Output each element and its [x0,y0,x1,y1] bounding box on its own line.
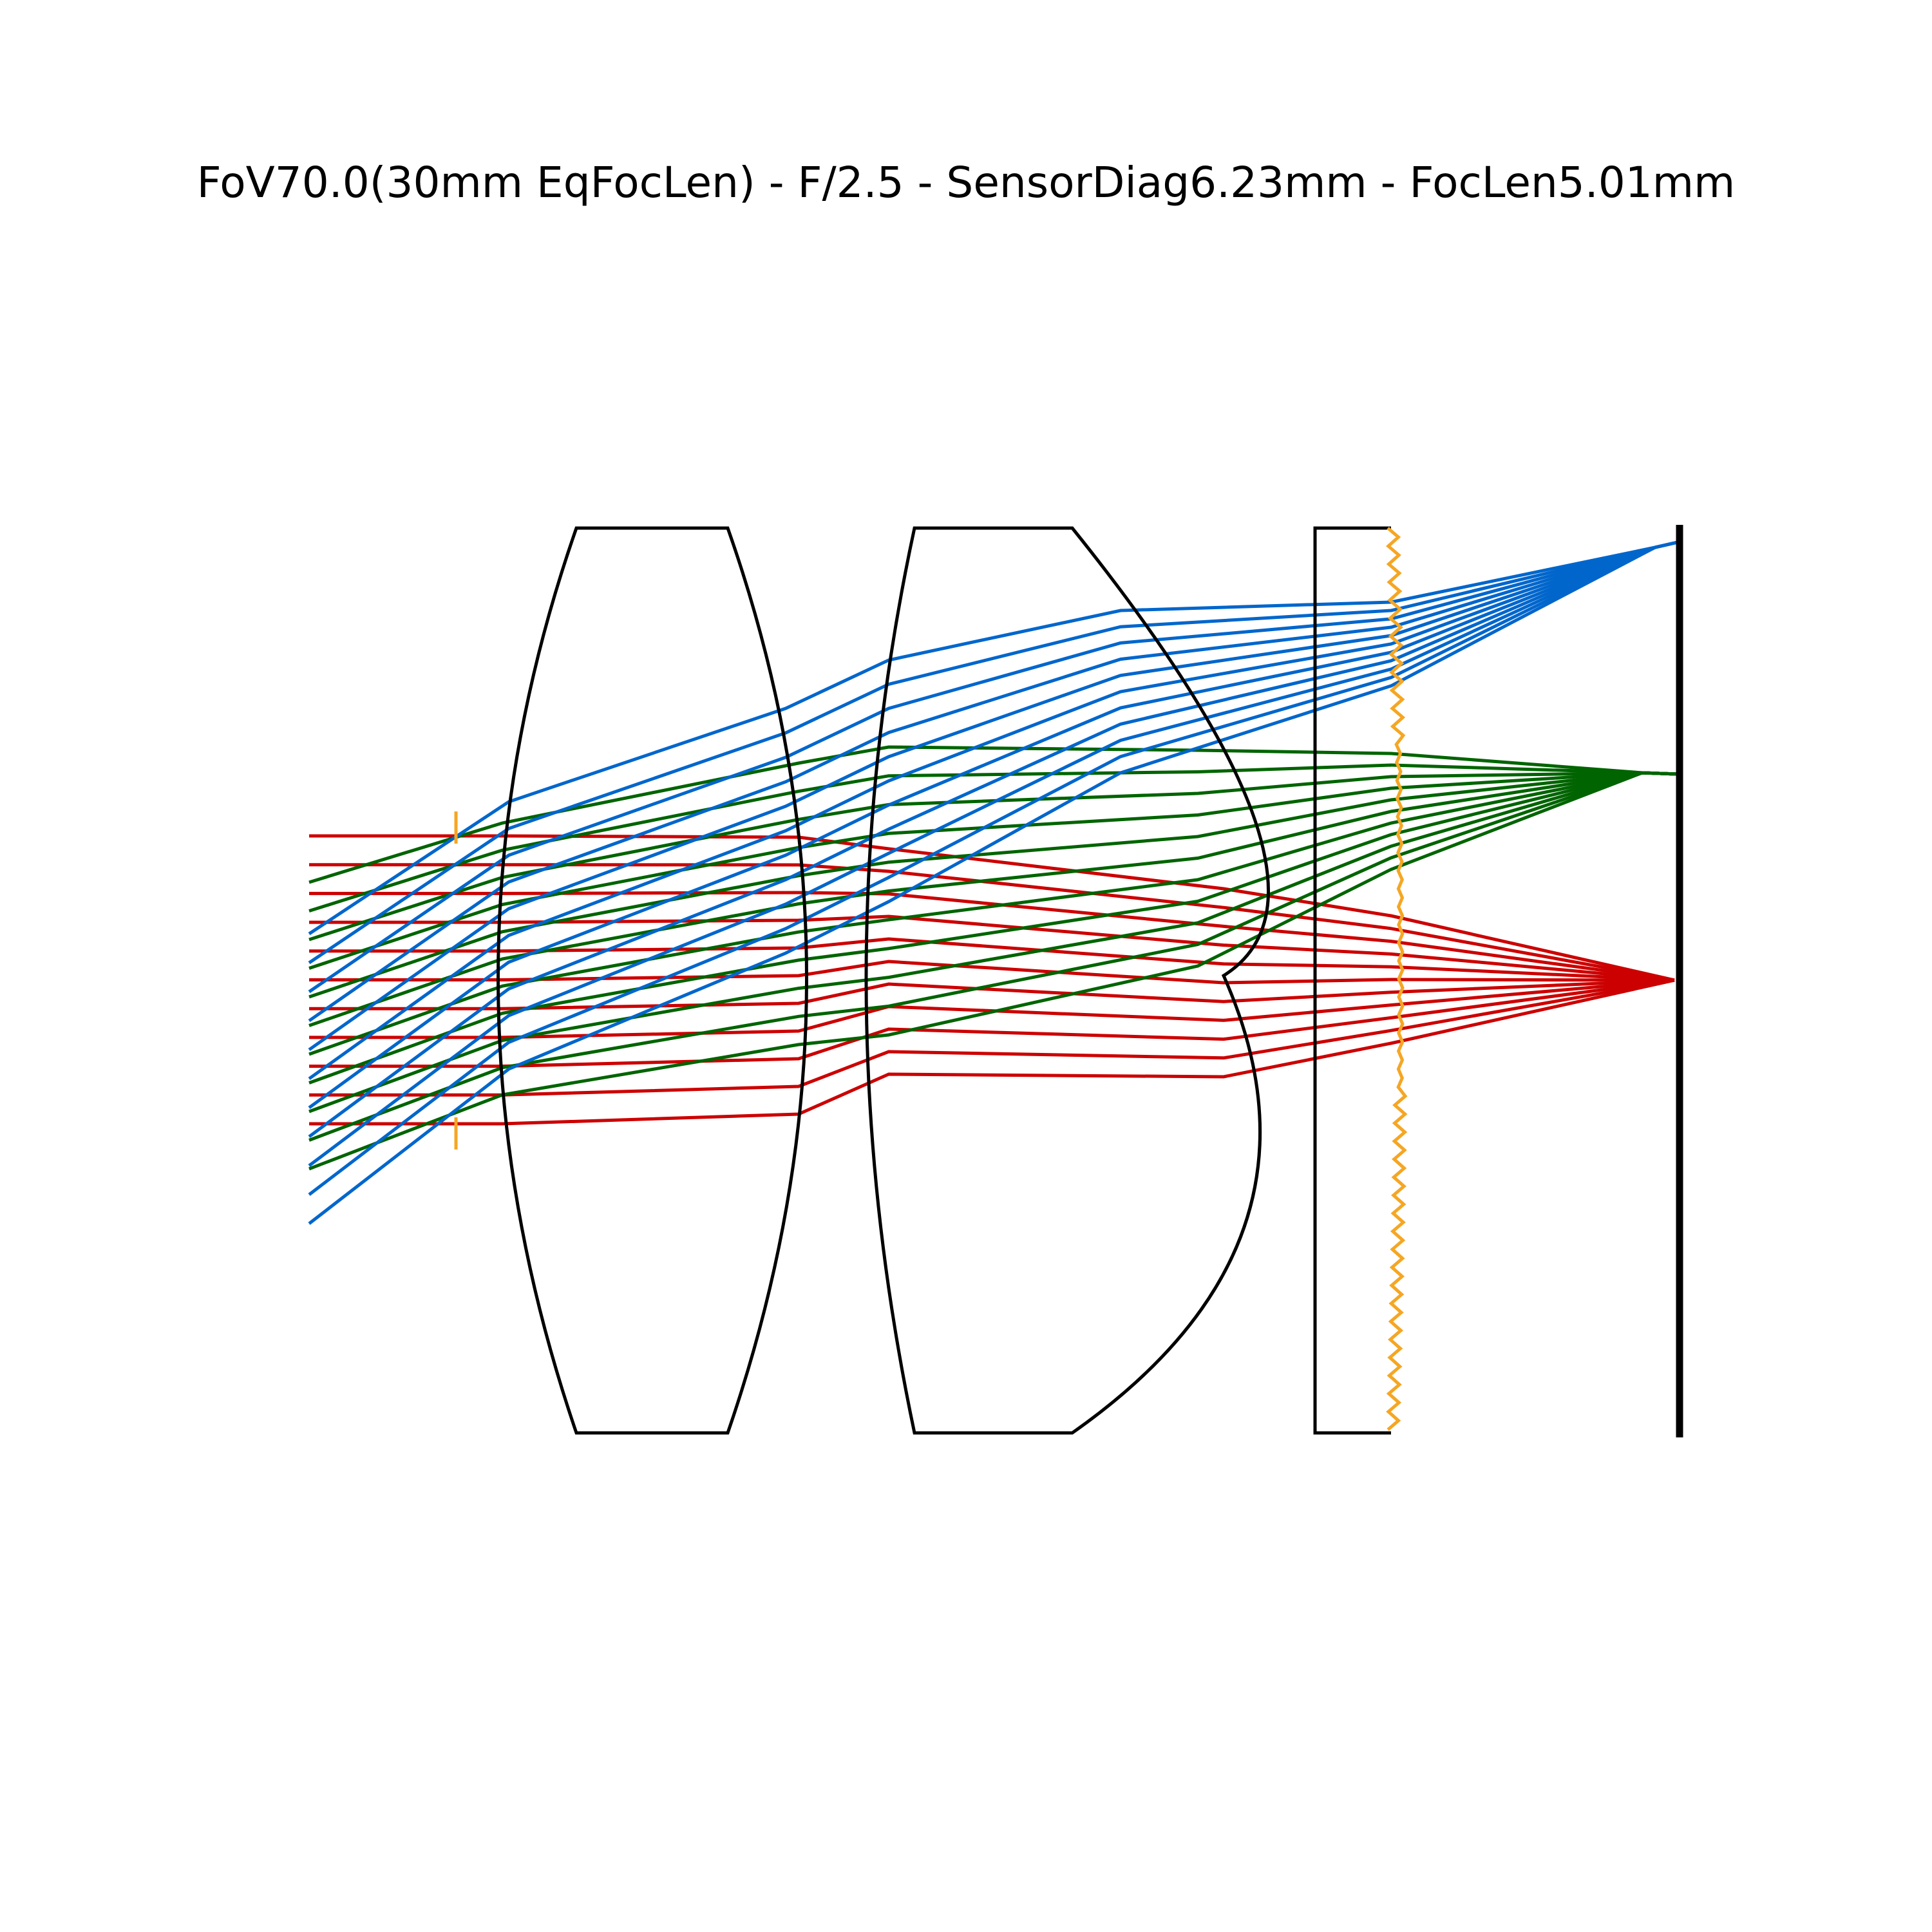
full-field-ray-11 [308,540,1678,1225]
full-field-ray-2 [308,540,1678,965]
on-axis-ray-1 [309,834,1675,982]
ir-cut-filter-plate [1313,526,1391,1435]
mid-field-ray-4 [308,771,1678,970]
mid-field-ray-bundle [308,745,1678,1171]
mid-field-ray-6 [308,771,1678,1027]
ir-cut-filter-back-surface [1386,527,1408,1431]
full-field-ray-10 [308,540,1678,1196]
on-axis-ray-4 [309,914,1675,982]
lens-element-1 [497,526,808,1435]
on-axis-ray-11 [309,978,1675,1126]
mid-field-ray-8 [308,771,1678,1084]
full-field-ray-bundle [308,540,1678,1225]
lens-element-2 [864,526,1270,1435]
on-axis-ray-6 [309,960,1675,985]
mid-field-ray-7 [308,771,1678,1056]
mid-field-ray-5 [308,771,1678,999]
mid-field-ray-11 [308,771,1678,1171]
on-axis-ray-7 [309,978,1675,1010]
on-axis-ray-5 [309,937,1675,982]
page-title: FoV70.0(30mm EqFocLen) - F/2.5 - SensorD… [196,158,1736,207]
mid-field-ray-9 [308,771,1678,1113]
ir-cut-filter [1313,526,1408,1435]
mid-field-ray-10 [308,771,1678,1142]
